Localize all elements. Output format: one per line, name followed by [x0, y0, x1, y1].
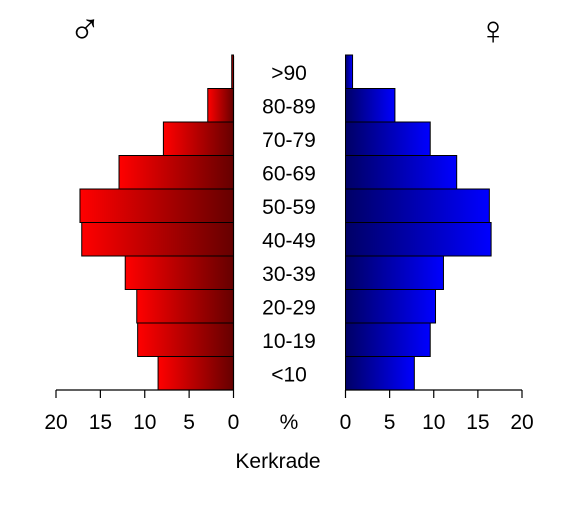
- female-axis-tick-label: 20: [510, 411, 533, 434]
- female-bars-group: [345, 54, 492, 391]
- chart-title: Kerkrade: [235, 450, 320, 473]
- male-axis-tick-label: 15: [89, 411, 112, 434]
- female-bar: [345, 356, 415, 391]
- female-bar: [345, 54, 354, 89]
- male-bars-group: [79, 54, 235, 391]
- female-bar: [345, 121, 431, 156]
- age-group-label: >90: [271, 62, 307, 85]
- age-group-label: <10: [271, 363, 307, 386]
- male-bar: [207, 88, 234, 123]
- female-bar: [345, 289, 437, 324]
- female-axis-tick-label: 0: [340, 411, 352, 434]
- female-x-axis: 0 5 10 15 20: [340, 389, 534, 434]
- male-bar: [157, 356, 234, 391]
- age-group-label: 30-39: [262, 263, 316, 286]
- male-axis-tick-label: 5: [183, 411, 195, 434]
- male-bar: [136, 289, 234, 324]
- female-axis-tick-label: 5: [384, 411, 396, 434]
- male-x-axis: 20 15 10 5 0: [44, 389, 240, 434]
- female-symbol-icon: ♀: [478, 9, 508, 53]
- female-bar: [345, 188, 490, 223]
- male-bar: [118, 155, 234, 190]
- female-bar: [345, 88, 396, 123]
- female-axis-tick-label: 15: [466, 411, 489, 434]
- male-bar: [137, 322, 234, 357]
- age-group-label: 80-89: [262, 95, 316, 118]
- male-axis-tick-label: 10: [133, 411, 156, 434]
- male-bar: [124, 255, 234, 290]
- center-percent-label: %: [280, 411, 299, 434]
- female-bar: [345, 255, 444, 290]
- age-group-label: 50-59: [262, 196, 316, 219]
- age-labels-group: <10 10-19 20-29 30-39 40-49 50-59 60-69 70-79 80…: [262, 62, 316, 387]
- female-bar: [345, 155, 458, 190]
- age-group-label: 10-19: [262, 330, 316, 353]
- female-bar: [345, 322, 431, 357]
- male-bar: [79, 188, 235, 223]
- male-symbol-icon: ♂: [69, 5, 102, 54]
- male-bar: [81, 222, 234, 257]
- female-axis-tick-label: 10: [422, 411, 445, 434]
- male-bar: [162, 121, 234, 156]
- male-axis-tick-label: 20: [44, 411, 67, 434]
- male-axis-tick-label: 0: [228, 411, 240, 434]
- age-group-label: 40-49: [262, 229, 316, 252]
- age-group-label: 20-29: [262, 296, 316, 319]
- age-group-label: 70-79: [262, 129, 316, 152]
- age-group-label: 60-69: [262, 162, 316, 185]
- female-bar: [345, 222, 492, 257]
